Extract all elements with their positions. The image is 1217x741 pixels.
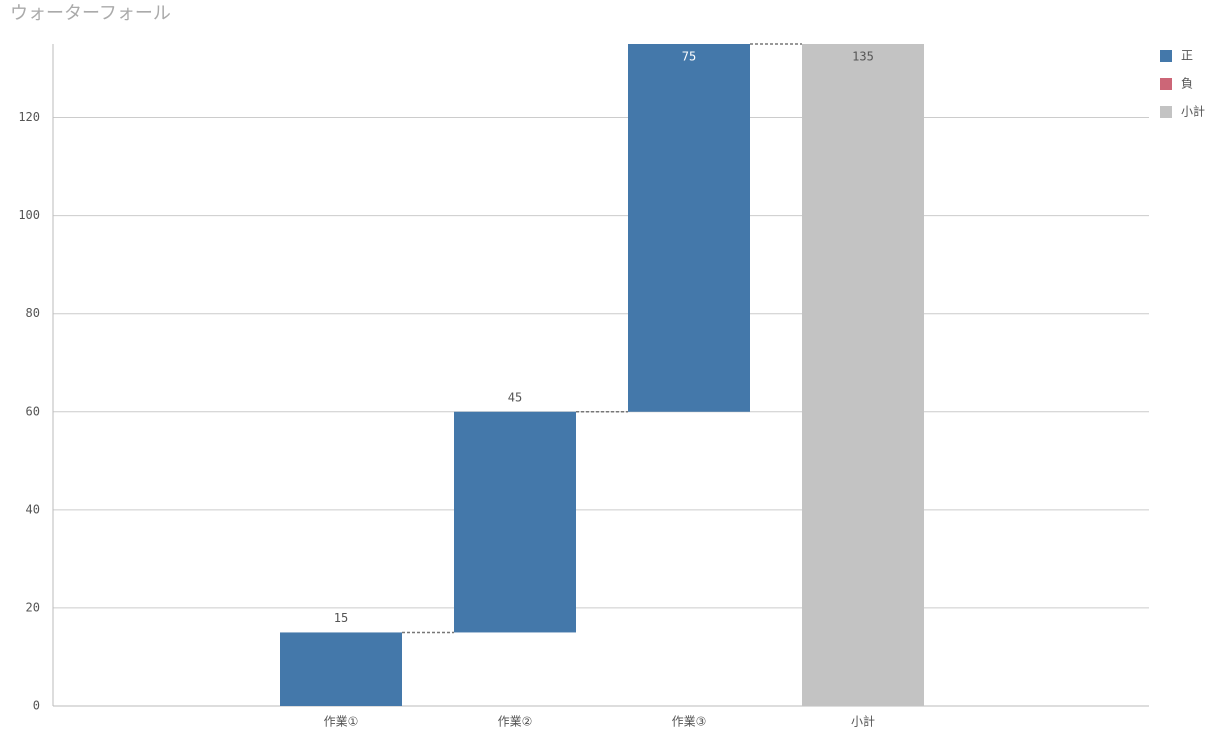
y-tick-label: 100 [18,208,40,222]
value-label: 135 [852,50,874,64]
legend-label: 小計 [1181,104,1205,119]
legend-swatch [1160,78,1172,90]
legend-label: 負 [1181,77,1193,91]
y-tick-label: 120 [18,110,40,124]
y-tick-label: 0 [33,699,40,713]
y-tick-label: 20 [26,600,40,614]
bar [802,44,924,706]
bar [280,632,402,706]
legend-swatch [1160,106,1172,118]
value-label: 15 [334,611,348,625]
x-tick-label: 小計 [851,714,875,729]
legend-label: 正 [1181,49,1193,63]
x-tick-label: 作業③ [672,715,707,729]
legend-swatch [1160,50,1172,62]
chart-title: ウォーターフォール [10,3,171,24]
bar [454,411,576,633]
x-tick-label: 作業② [498,715,533,729]
x-tick-label: 作業① [324,715,359,729]
value-label: 75 [682,50,696,64]
y-tick-label: 60 [26,404,40,418]
value-label: 45 [508,390,522,404]
bar [628,44,750,412]
y-tick-label: 40 [26,502,40,516]
y-tick-label: 80 [26,306,40,320]
